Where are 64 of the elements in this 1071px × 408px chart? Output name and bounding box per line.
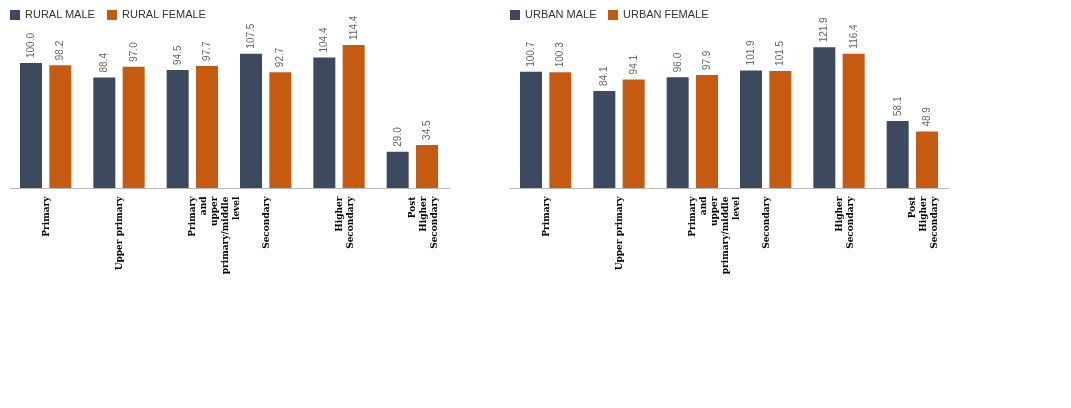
data-label: 101.5: [774, 40, 786, 66]
bar: [93, 77, 116, 188]
legend-label: URBAN FEMALE: [623, 8, 709, 20]
bar: [122, 66, 145, 188]
x-tick-label: Primary and upper primary/middle level: [687, 195, 742, 275]
data-label: 116.4: [847, 23, 859, 49]
x-tick-label: Post Higher Secondary: [907, 195, 940, 249]
data-label: 101.9: [745, 39, 756, 66]
data-label: 29.0: [391, 126, 403, 147]
legend-label: RURAL MALE: [25, 8, 95, 20]
data-label: 94.1: [627, 54, 639, 75]
data-label: 92.7: [274, 47, 286, 68]
bar: [20, 63, 42, 188]
data-label: 34.5: [421, 119, 432, 140]
x-tick-label: Primary and upper primary/middle level: [187, 195, 242, 275]
x-tick-label: Higher Secondary: [834, 195, 855, 249]
x-tick-label: Secondary: [260, 195, 271, 249]
data-label: 88.4: [98, 52, 110, 73]
bar: [769, 70, 792, 188]
data-label: 84.1: [598, 66, 610, 86]
bar: [666, 77, 689, 188]
x-tick-label: Post Higher Secondary: [407, 195, 440, 249]
bar: [813, 47, 836, 188]
bar: [269, 72, 292, 188]
data-label: 100.0: [25, 32, 36, 58]
bar: [886, 120, 909, 188]
data-label: 97.9: [701, 50, 712, 71]
data-label: 58.1: [891, 96, 903, 116]
data-label: 114.4: [347, 15, 359, 40]
bar: [416, 144, 438, 188]
bar: [740, 70, 762, 188]
bar: [166, 69, 189, 188]
data-label: 97.7: [201, 40, 212, 61]
data-label: 94.5: [171, 44, 183, 65]
x-tick-label: Higher Secondary: [334, 195, 355, 249]
x-tick-label: Secondary: [760, 195, 771, 249]
data-label: 100.7: [525, 41, 536, 67]
legend-label: URBAN MALE: [525, 8, 597, 20]
bar: [593, 90, 616, 188]
data-label: 98.2: [54, 40, 66, 61]
bar: [386, 151, 409, 188]
bar: [520, 71, 542, 188]
data-label: 104.4: [318, 27, 330, 53]
bar: [916, 131, 938, 188]
data-label: 100.3: [554, 41, 566, 68]
x-tick-label: Primary: [40, 195, 51, 237]
x-tick-label: Upper primary: [114, 195, 124, 271]
bar: [342, 45, 365, 188]
data-label: 97.0: [127, 41, 139, 62]
x-tick-label: Primary: [540, 195, 551, 237]
x-tick-label: Upper primary: [614, 195, 624, 271]
bar: [696, 75, 718, 188]
legend-label: RURAL FEMALE: [122, 8, 206, 20]
data-label: 96.0: [671, 52, 683, 73]
data-label: 48.9: [921, 106, 932, 127]
bar: [240, 53, 262, 188]
bar: [622, 79, 645, 188]
bar: [549, 72, 572, 188]
bar: [313, 57, 336, 188]
bar: [196, 65, 218, 188]
data-label: 121.9: [818, 16, 830, 43]
data-label: 107.5: [245, 23, 256, 49]
bar: [49, 65, 72, 188]
bar: [842, 53, 865, 188]
